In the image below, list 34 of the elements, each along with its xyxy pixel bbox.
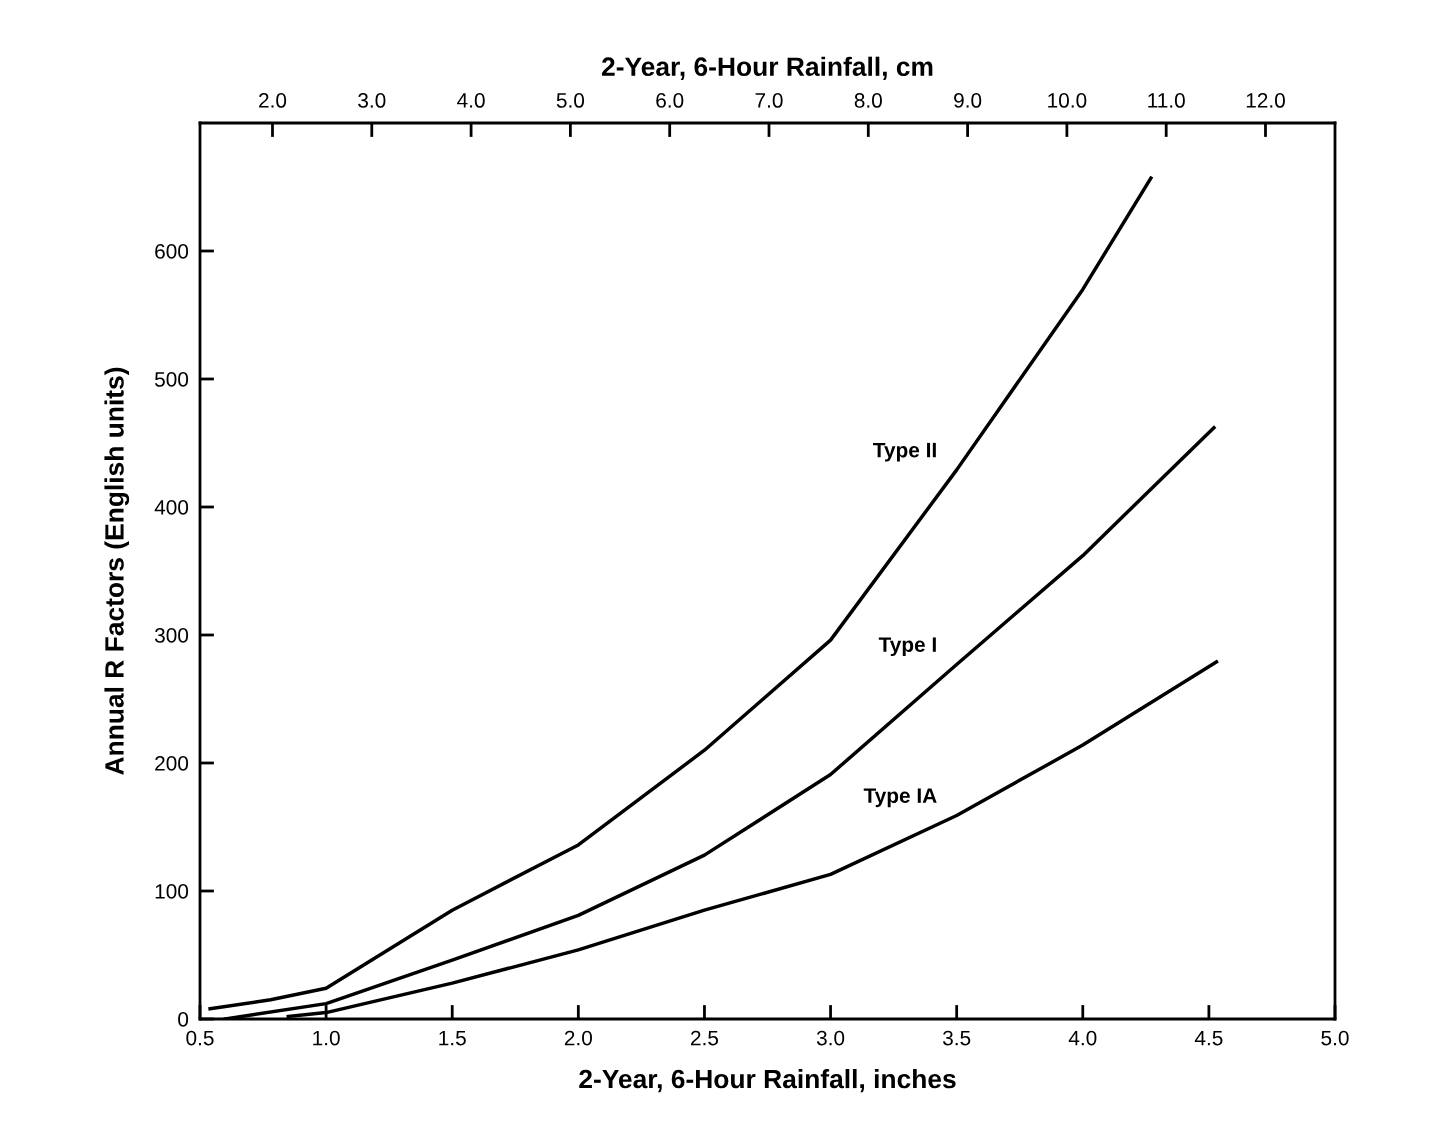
- y-tick-label: 0: [178, 1012, 189, 1027]
- y-tick-label: 300: [154, 628, 189, 643]
- x2-axis-title: 2-Year, 6-Hour Rainfall, cm: [601, 56, 933, 80]
- x-tick-label: 0.5: [186, 1030, 214, 1046]
- x-tick-label: 4.0: [1068, 1030, 1097, 1046]
- x2-tick-label: 7.0: [755, 93, 783, 108]
- x2-tick-label: 6.0: [656, 93, 684, 108]
- x2-tick-label: 5.0: [556, 93, 585, 108]
- y-tick-label: 400: [154, 500, 189, 515]
- x2-tick-label: 11.0: [1148, 93, 1185, 108]
- y-tick-label: 500: [154, 372, 189, 387]
- x-tick-label: 4.5: [1194, 1030, 1223, 1046]
- x-tick-label: 3.0: [816, 1030, 845, 1046]
- x2-tick-label: 3.0: [358, 93, 386, 108]
- x2-tick-label: 2.0: [259, 93, 287, 108]
- x-tick-label: 3.5: [942, 1030, 971, 1046]
- x-tick-label: 5.0: [1321, 1030, 1349, 1046]
- x2-tick-label: 8.0: [854, 93, 882, 108]
- x2-tick-label: 10.0: [1048, 93, 1087, 108]
- series-label: Type I: [878, 637, 936, 657]
- x2-tick-label: 12.0: [1246, 93, 1285, 108]
- series-label: Type II: [873, 442, 936, 462]
- x-axis-title: 2-Year, 6-Hour Rainfall, inches: [579, 1068, 956, 1093]
- x-tick-label: 2.0: [564, 1030, 592, 1046]
- y-tick-label: 200: [155, 756, 189, 771]
- y-tick-label: 100: [155, 884, 189, 899]
- y-tick-label: 600: [155, 244, 189, 259]
- series-label: Type IA: [863, 788, 937, 808]
- x2-tick-label: 4.0: [457, 93, 485, 108]
- x-tick-label: 2.5: [691, 1030, 719, 1046]
- y-axis-title: Annual R Factors (English units): [104, 367, 130, 775]
- x2-tick-label: 9.0: [954, 93, 982, 108]
- x-tick-label: 1.5: [439, 1030, 466, 1046]
- x-tick-label: 1.0: [313, 1030, 340, 1046]
